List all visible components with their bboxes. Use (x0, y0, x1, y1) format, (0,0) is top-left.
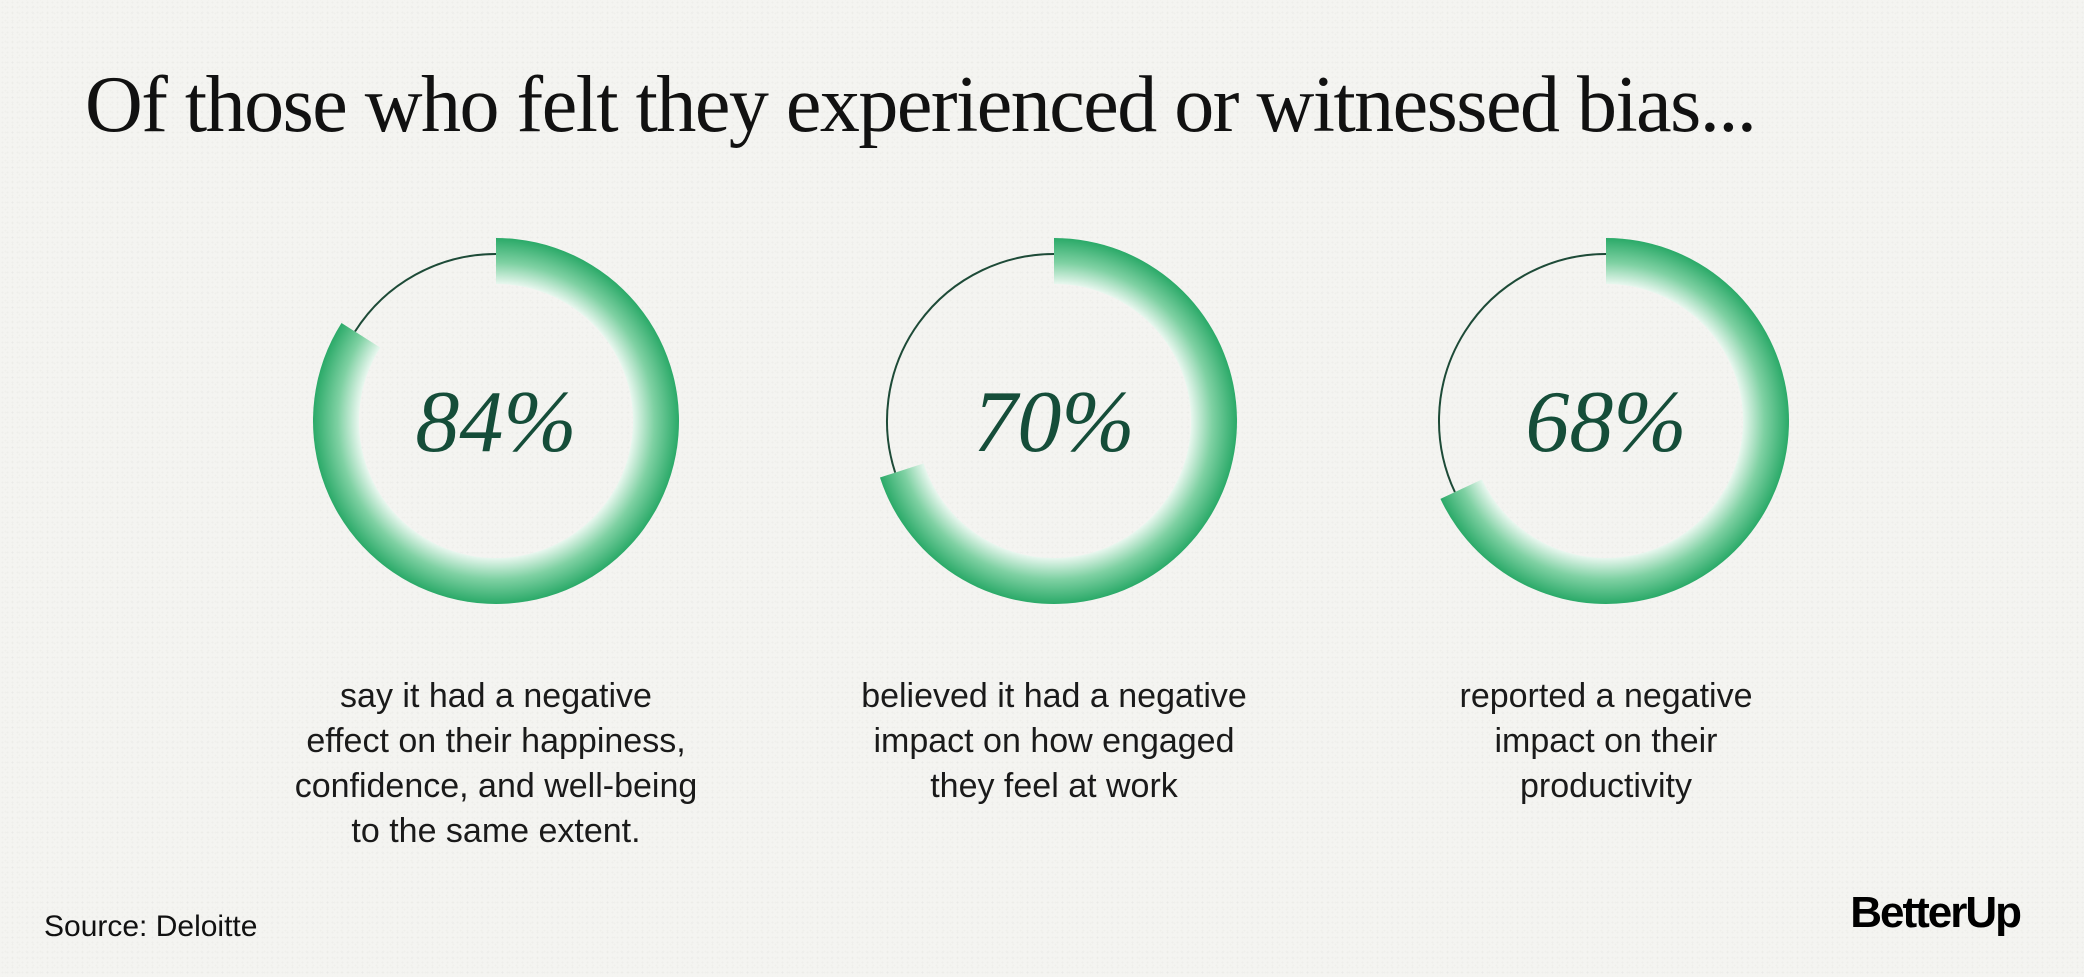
caption-line: they feel at work (930, 767, 1178, 805)
caption-line: to the same extent. (351, 812, 641, 850)
caption-1: say it had a negative effect on their ha… (236, 674, 756, 854)
brand-logo: BetterUp (1850, 888, 2022, 937)
caption-line: productivity (1520, 767, 1692, 805)
donut-track (1437, 253, 1607, 493)
donut-chart-3: 68% (1437, 238, 1789, 604)
caption-line: reported a negative (1459, 677, 1753, 715)
donut-percent-label: 68% (1525, 374, 1686, 471)
caption-line: impact on how engaged (873, 722, 1235, 760)
caption-line: effect on their happiness, (306, 722, 686, 760)
source-note: Source: Deloitte (44, 910, 258, 943)
caption-3: reported a negative impact on their prod… (1346, 674, 1866, 809)
donut-track (354, 253, 497, 333)
page-title: Of those who felt they experienced or wi… (85, 61, 1757, 149)
caption-line: confidence, and well-being (294, 767, 698, 805)
caption-2: believed it had a negative impact on how… (794, 674, 1314, 809)
donut-percent-label: 84% (415, 374, 576, 471)
donut-chart-2: 70% (879, 238, 1237, 604)
donut-track (886, 253, 1055, 473)
donut-chart-1: 84% (312, 238, 679, 604)
caption-line: impact on their (1494, 722, 1718, 760)
donut-percent-label: 70% (973, 374, 1134, 471)
caption-line: believed it had a negative (861, 677, 1247, 715)
caption-line: say it had a negative (340, 677, 652, 715)
